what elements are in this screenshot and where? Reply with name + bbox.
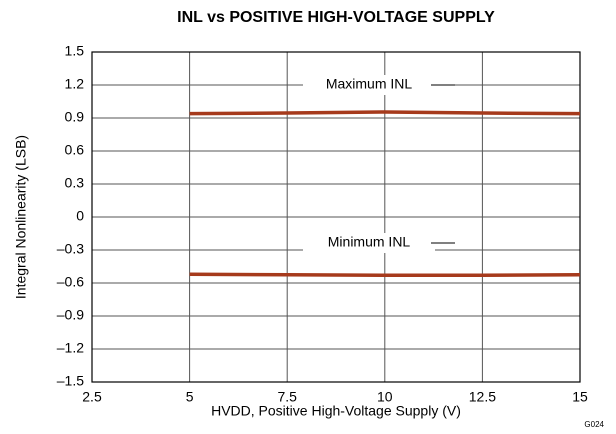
y-tick-label: 0 xyxy=(76,208,84,224)
x-tick-label: 7.5 xyxy=(277,389,297,405)
y-axis-label: Integral Nonlinearity (LSB) xyxy=(13,135,29,299)
y-tick-label: –0.6 xyxy=(57,274,84,290)
y-tick-label: 0.9 xyxy=(65,109,85,125)
y-tick-label: 1.5 xyxy=(65,43,85,59)
y-tick-label: –0.3 xyxy=(57,241,84,257)
y-tick-label: –0.9 xyxy=(57,307,84,323)
x-tick-label: 2.5 xyxy=(82,389,102,405)
figure-code: G024 xyxy=(584,420,604,429)
x-tick-label: 5 xyxy=(186,389,194,405)
label-background xyxy=(303,233,435,253)
y-tick-label: 0.3 xyxy=(65,175,85,191)
x-tick-label: 15 xyxy=(572,389,588,405)
x-tick-label: 12.5 xyxy=(469,389,496,405)
x-tick-label: 10 xyxy=(377,389,393,405)
y-tick-label: –1.2 xyxy=(57,340,84,356)
chart-title: INL vs POSITIVE HIGH-VOLTAGE SUPPLY xyxy=(177,9,495,26)
legend-label: Minimum INL xyxy=(328,234,411,250)
data-line xyxy=(189,110,581,116)
y-tick-label: 0.6 xyxy=(65,142,85,158)
y-tick-label: 1.2 xyxy=(65,76,85,92)
y-tick-label: –1.5 xyxy=(57,373,84,389)
x-axis-label: HVDD, Positive High-Voltage Supply (V) xyxy=(211,403,461,419)
label-background xyxy=(303,75,435,95)
legend-label: Maximum INL xyxy=(326,76,413,92)
plot-frame xyxy=(91,51,581,383)
data-line xyxy=(189,272,581,278)
